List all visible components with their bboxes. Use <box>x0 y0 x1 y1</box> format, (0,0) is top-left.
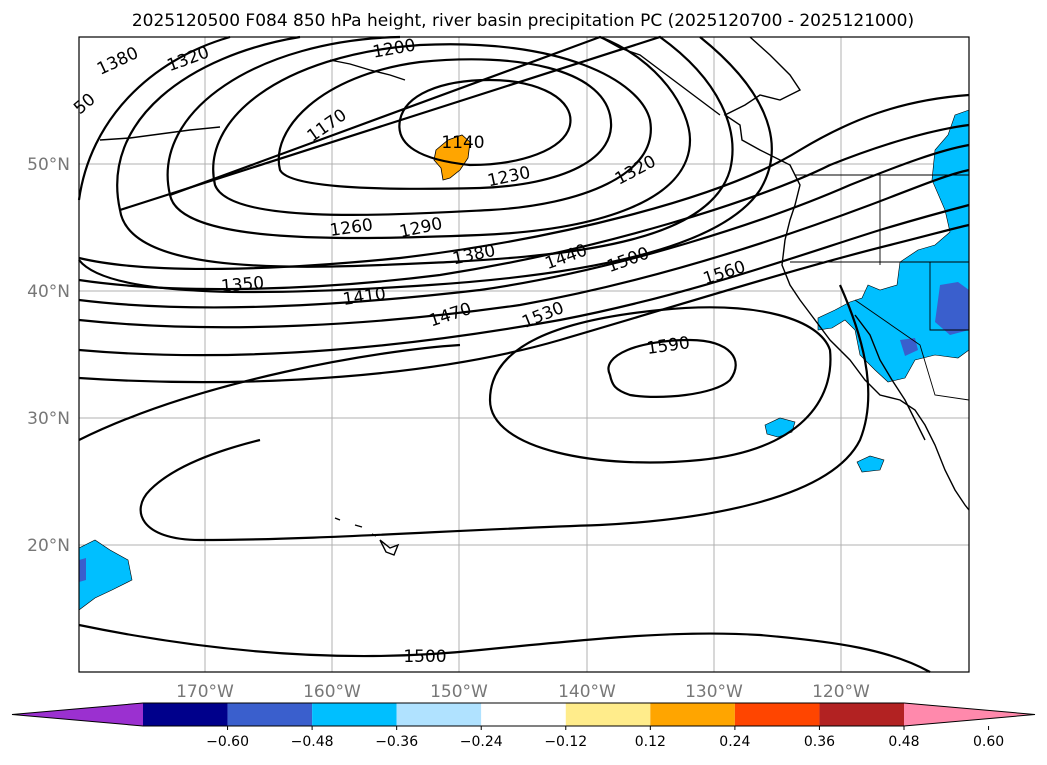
colorbar-segment <box>396 703 482 726</box>
negative-pc-region-west-us <box>817 109 970 383</box>
colorbar-tick-label: −0.60 <box>206 734 249 750</box>
colorbar-tick-label: 0.36 <box>804 734 835 750</box>
colorbar-tick-label: 0.24 <box>719 734 750 750</box>
negative-pc-hawaii-west <box>78 539 133 611</box>
lon-label: 130°W <box>685 682 743 702</box>
colorbar-tick-label: −0.36 <box>375 734 418 750</box>
colorbar-segment <box>143 703 228 726</box>
lon-label: 150°W <box>430 682 488 702</box>
graticule <box>79 37 969 672</box>
negative-pc-core-1 <box>935 282 969 335</box>
colorbar-tick-label: 0.48 <box>888 734 919 750</box>
height-contours <box>77 35 970 673</box>
colorbar-segment <box>565 703 651 726</box>
lat-label: 50°N <box>27 155 70 175</box>
political-borders <box>790 174 970 401</box>
lon-label: 170°W <box>176 682 234 702</box>
negative-pc-hawaii-core <box>79 558 86 582</box>
contour-label: 1350 <box>220 273 265 297</box>
lon-label: 160°W <box>303 682 361 702</box>
negative-pc-blob-2 <box>856 455 885 473</box>
colorbar-tick-label: 0.12 <box>635 734 666 750</box>
colorbar-segment <box>650 703 735 726</box>
colorbar-extend-max <box>904 703 1035 726</box>
negative-pc-core-2 <box>900 338 918 356</box>
positive-pc-patch <box>433 134 471 181</box>
colorbar-segment <box>312 703 397 726</box>
colorbar-tick-label: −0.48 <box>291 734 334 750</box>
colorbar-segment <box>481 703 566 726</box>
precipitation-shading <box>78 109 970 611</box>
colorbar-segment <box>734 703 820 726</box>
contour-label: 1140 <box>441 133 484 153</box>
map-frame <box>78 36 970 673</box>
colorbar: −0.60 −0.48 −0.36 −0.24 −0.12 0.12 0.24 0.36 0.4… <box>11 702 1036 750</box>
colorbar-tick-label: −0.24 <box>460 734 503 750</box>
colorbar-segment <box>227 703 313 726</box>
colorbar-segment <box>819 703 904 726</box>
latitude-labels: 50°N 40°N 30°N 20°N <box>27 155 70 556</box>
map-panel: 1380 1320 1200 50 1170 1140 1230 1320 12… <box>70 35 970 673</box>
contour-label: 1500 <box>403 647 446 667</box>
lat-label: 40°N <box>27 282 70 302</box>
lon-label: 120°W <box>812 682 870 702</box>
colorbar-outline <box>11 702 1036 727</box>
longitude-labels: 170°W 160°W 150°W 140°W 130°W 120°W <box>176 682 870 702</box>
colorbar-extend-min <box>12 703 143 726</box>
colorbar-tick-label: −0.12 <box>544 734 587 750</box>
lon-label: 140°W <box>558 682 616 702</box>
colorbar-tick-label: 0.60 <box>973 734 1004 750</box>
lat-label: 30°N <box>27 409 70 429</box>
figure-title: 2025120500 F084 850 hPa height, river ba… <box>132 11 914 31</box>
lat-label: 20°N <box>27 536 70 556</box>
